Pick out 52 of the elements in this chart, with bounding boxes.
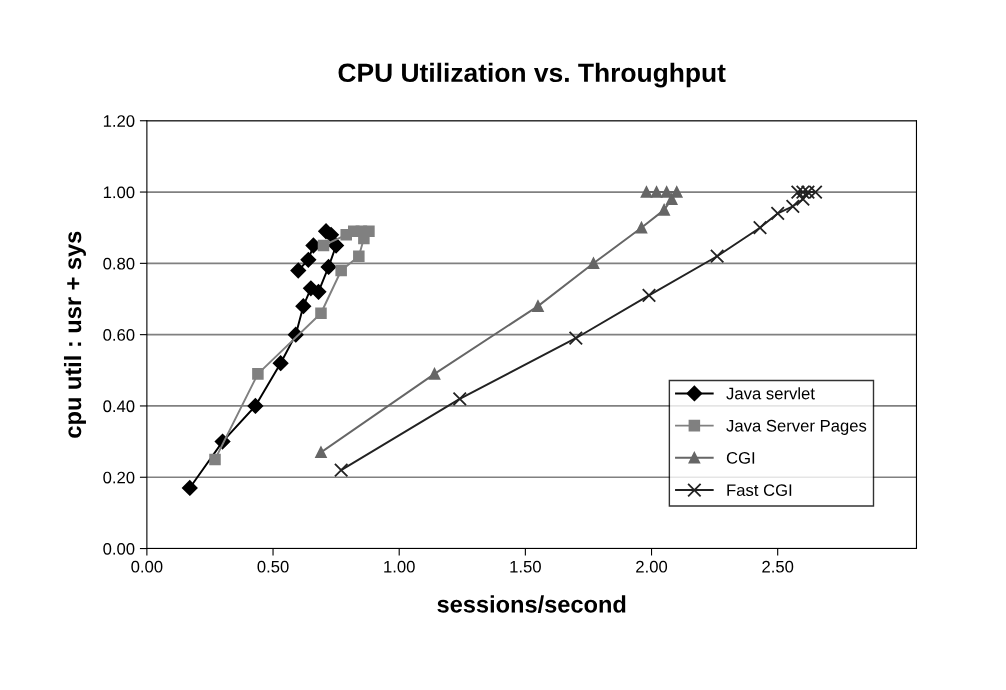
y-tick-label: 0.80 (103, 257, 135, 270)
x-tick-label: 0.50 (257, 560, 289, 573)
point (315, 307, 327, 320)
point (709, 249, 725, 264)
point (315, 446, 327, 459)
y-tick-label: 1.00 (103, 186, 135, 199)
point (640, 186, 653, 198)
point (310, 284, 327, 300)
x-axis-title: sessions/second (437, 595, 626, 613)
y-axis-title: cpu util : usr + sys (63, 231, 86, 438)
point (658, 204, 670, 216)
y-tick-label: 0.40 (103, 400, 135, 413)
point (452, 391, 467, 406)
point (300, 252, 317, 268)
x-tick-label: 0.00 (131, 560, 163, 573)
x-tick-label: 2.00 (636, 560, 668, 573)
legend-label: CGI (726, 452, 755, 464)
y-tick-label: 0.00 (103, 542, 135, 555)
x-tick-label: 2.50 (762, 560, 794, 573)
chart-title: CPU Utilization vs. Throughput (338, 62, 726, 88)
legend-label: Fast CGI (727, 484, 792, 497)
point (428, 368, 441, 380)
x-tick-label: 1.00 (384, 560, 415, 573)
point (272, 355, 289, 371)
point (353, 250, 365, 262)
point (532, 300, 544, 312)
point (209, 453, 221, 466)
point (317, 239, 330, 252)
point (295, 298, 312, 314)
legend-label: Java servlet (726, 387, 815, 400)
point (587, 257, 600, 270)
point (247, 398, 264, 414)
point (770, 206, 785, 221)
point (635, 221, 648, 234)
point (795, 192, 811, 207)
y-tick-label: 0.60 (103, 329, 135, 341)
point (650, 186, 663, 198)
point (252, 368, 264, 380)
y-tick-label: 1.20 (103, 115, 135, 127)
point (335, 264, 347, 277)
point (334, 462, 349, 478)
point (568, 331, 583, 346)
y-tick-label: 0.20 (103, 471, 135, 484)
x-tick-label: 1.50 (510, 560, 541, 573)
point (181, 480, 198, 496)
point (290, 262, 307, 279)
point (340, 229, 352, 241)
legend-label: Java Server Pages (726, 419, 867, 435)
point (320, 259, 337, 275)
point (785, 199, 800, 214)
point (641, 288, 657, 303)
point (752, 220, 768, 235)
